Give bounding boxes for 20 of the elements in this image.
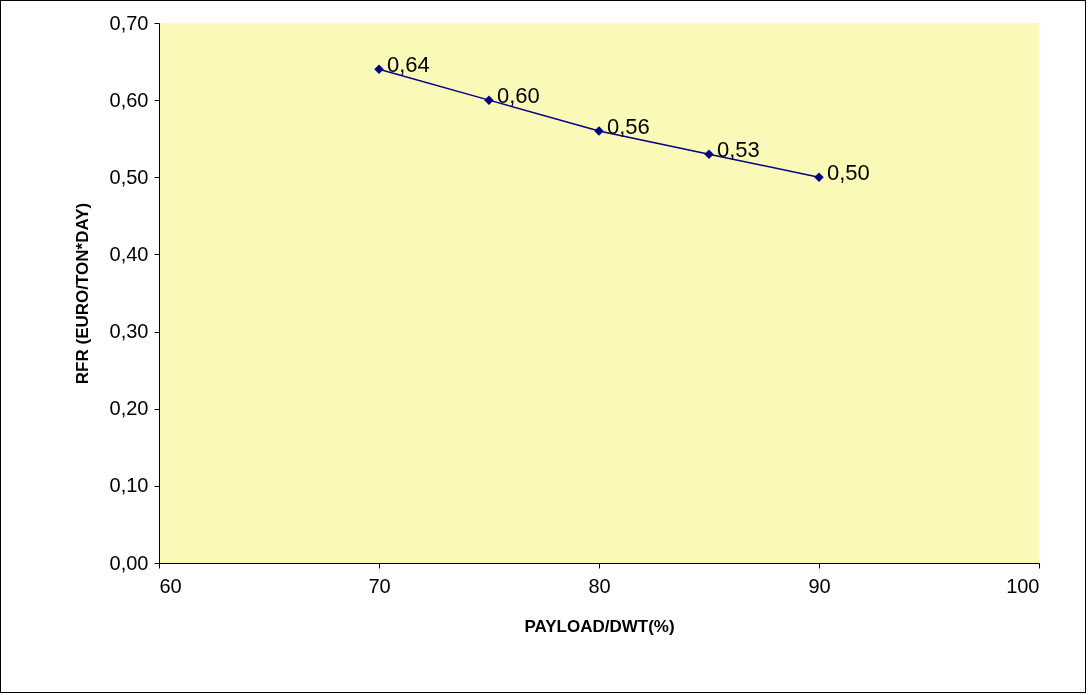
y-tick-label: 0,70 [109,11,149,34]
x-tick-label: 70 [368,574,391,597]
x-tick-label: 60 [159,574,182,597]
data-label: 0,60 [497,83,540,109]
y-tick-label: 0,60 [109,88,149,111]
y-tick-label: 0,10 [109,474,149,497]
data-label: 0,64 [387,52,430,78]
data-label: 0,53 [717,137,760,163]
x-axis-title: PAYLOAD/DWT(%) [524,616,675,636]
x-tick-label: 100 [1006,574,1040,597]
y-tick-label: 0,40 [109,242,149,265]
x-tick-label: 80 [588,574,611,597]
x-tick-label: 90 [808,574,831,597]
y-tick-label: 0,00 [109,551,149,574]
data-label: 0,56 [607,114,650,139]
y-tick-label: 0,50 [109,165,149,188]
y-axis-title: RFR (EURO/TON*DAY) [72,202,92,385]
y-tick-label: 0,30 [109,320,149,343]
data-label: 0,50 [827,160,870,186]
y-tick-label: 0,20 [109,397,149,420]
